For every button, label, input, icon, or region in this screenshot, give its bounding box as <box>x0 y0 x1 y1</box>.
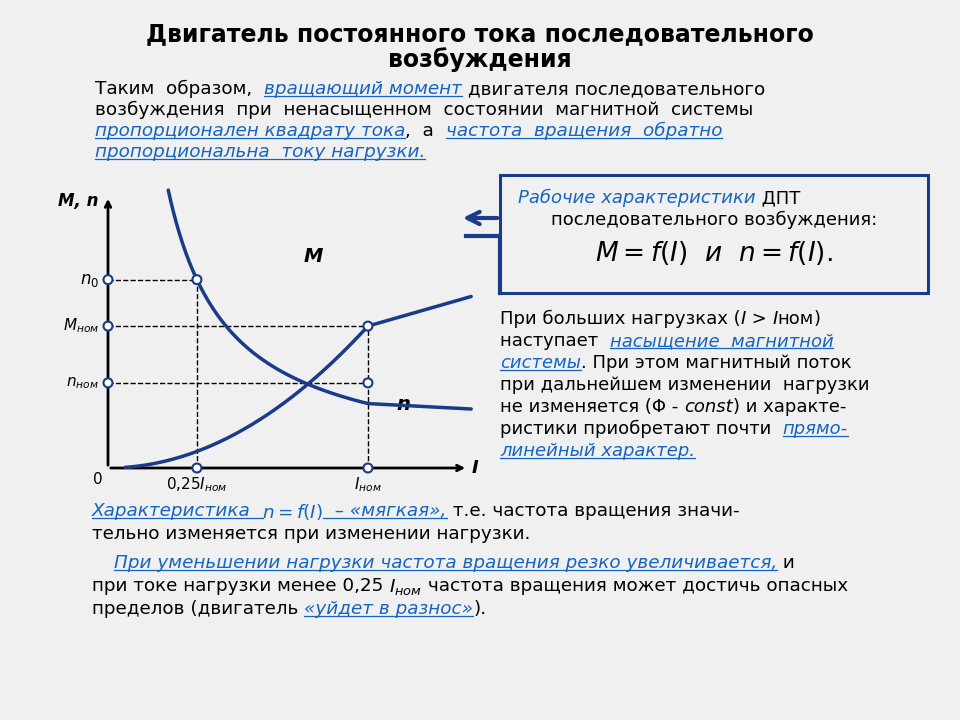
Text: . При этом магнитный поток: . При этом магнитный поток <box>581 354 852 372</box>
Text: возбуждения: возбуждения <box>388 47 572 72</box>
Text: I: I <box>472 459 479 477</box>
Text: – «мягкая»,: – «мягкая», <box>324 502 446 520</box>
Circle shape <box>364 379 372 387</box>
Text: пропорционален квадрату тока: пропорционален квадрату тока <box>95 122 405 140</box>
Text: $I_{ном}$: $I_{ном}$ <box>354 475 382 494</box>
Text: $n_{ном}$: $n_{ном}$ <box>66 375 99 391</box>
Text: не изменяется (Φ -: не изменяется (Φ - <box>500 398 684 416</box>
Text: пропорциональна  току нагрузки.: пропорциональна току нагрузки. <box>95 143 425 161</box>
Text: M: M <box>303 247 323 266</box>
Text: наступает: наступает <box>500 332 610 350</box>
Text: т.е. частота вращения значи-: т.е. частота вращения значи- <box>446 502 739 520</box>
Text: ристики приобретают почти: ристики приобретают почти <box>500 420 782 438</box>
Text: ,  а: , а <box>405 122 445 140</box>
Text: 0: 0 <box>93 472 103 487</box>
Circle shape <box>364 464 372 472</box>
Text: ном: ном <box>778 310 814 328</box>
Text: const: const <box>684 398 732 416</box>
Text: возбуждения  при  ненасыщенном  состоянии  магнитной  системы: возбуждения при ненасыщенном состоянии м… <box>95 101 754 120</box>
Text: при дальнейшем изменении  нагрузки: при дальнейшем изменении нагрузки <box>500 376 870 394</box>
Text: прямо-: прямо- <box>782 420 848 438</box>
Text: I: I <box>773 310 778 328</box>
Text: $n_0$: $n_0$ <box>80 271 99 289</box>
Circle shape <box>192 464 202 472</box>
Text: системы: системы <box>500 354 581 372</box>
Text: ).: ). <box>473 600 487 618</box>
Text: >: > <box>746 310 773 328</box>
Text: последовательного возбуждения:: последовательного возбуждения: <box>551 211 877 229</box>
Text: частота  вращения  обратно: частота вращения обратно <box>445 122 722 140</box>
Text: Двигатель постоянного тока последовательного: Двигатель постоянного тока последователь… <box>146 22 814 46</box>
Circle shape <box>364 322 372 330</box>
Text: При больших нагрузках (: При больших нагрузках ( <box>500 310 740 328</box>
Text: Характеристика: Характеристика <box>92 502 262 520</box>
Text: линейный характер.: линейный характер. <box>500 442 695 460</box>
Text: n: n <box>396 395 410 414</box>
Text: тельно изменяется при изменении нагрузки.: тельно изменяется при изменении нагрузки… <box>92 525 530 543</box>
Text: ДПТ: ДПТ <box>756 189 800 207</box>
Circle shape <box>104 379 112 387</box>
Text: Таким  образом,: Таким образом, <box>95 80 264 98</box>
Text: M, n: M, n <box>58 192 98 210</box>
Text: пределов (двигатель: пределов (двигатель <box>92 600 304 618</box>
Text: насыщение  магнитной: насыщение магнитной <box>610 332 833 350</box>
Text: $0{,}25I_{ном}$: $0{,}25I_{ном}$ <box>166 475 228 494</box>
FancyBboxPatch shape <box>500 175 928 293</box>
Text: частота вращения может достичь опасных: частота вращения может достичь опасных <box>422 577 849 595</box>
Text: $M = f(I)$  и  $n = f(I).$: $M = f(I)$ и $n = f(I).$ <box>595 239 833 267</box>
Text: вращающий момент: вращающий момент <box>264 80 462 98</box>
Text: ) и характе-: ) и характе- <box>732 398 846 416</box>
Text: I: I <box>740 310 746 328</box>
Text: ): ) <box>814 310 821 328</box>
Text: $n = f(I)$: $n = f(I)$ <box>262 502 324 522</box>
Circle shape <box>192 275 202 284</box>
Circle shape <box>104 275 112 284</box>
Text: двигателя последовательного: двигателя последовательного <box>462 80 765 98</box>
Text: Рабочие характеристики: Рабочие характеристики <box>518 189 756 207</box>
Text: при токе нагрузки менее 0,25: при токе нагрузки менее 0,25 <box>92 577 389 595</box>
Text: $M_{ном}$: $M_{ном}$ <box>62 317 99 336</box>
Text: $I_{ном}$: $I_{ном}$ <box>389 577 422 597</box>
Text: При уменьшении нагрузки частота вращения резко увеличивается,: При уменьшении нагрузки частота вращения… <box>114 554 778 572</box>
Text: и: и <box>778 554 795 572</box>
Circle shape <box>104 322 112 330</box>
Text: «уйдет в разнос»: «уйдет в разнос» <box>304 600 473 618</box>
